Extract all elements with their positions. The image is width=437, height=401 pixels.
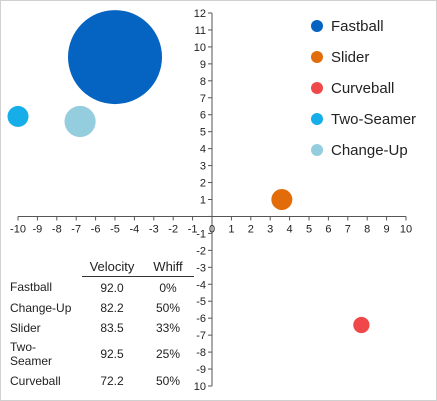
- y-tick-label: -9: [196, 364, 206, 376]
- x-tick-label: -1: [188, 223, 198, 235]
- table-row: Two-Seamer 92.5 25%: [7, 337, 194, 370]
- x-tick-label: -9: [33, 223, 43, 235]
- x-tick-label: 6: [325, 223, 331, 235]
- table-row: Curveball 72.2 50%: [7, 370, 194, 390]
- pitch-name: Curveball: [10, 373, 61, 388]
- y-tick-label: 12: [194, 8, 206, 20]
- y-tick-label: 3: [200, 161, 206, 173]
- x-tick-label: 2: [248, 223, 254, 235]
- x-tick-label: -8: [52, 223, 62, 235]
- y-tick-label: -6: [196, 313, 206, 325]
- velocity-column-header: Velocity: [82, 257, 142, 277]
- table-row: Slider 83.5 33%: [7, 317, 194, 337]
- legend-marker: [311, 82, 323, 94]
- x-tick-label: 1: [228, 223, 234, 235]
- whiff-value: 0%: [159, 280, 177, 295]
- y-tick-label: 9: [200, 59, 206, 71]
- x-tick-label: -5: [110, 223, 120, 235]
- bubble-two-seamer: [7, 105, 29, 127]
- y-tick-label: -8: [196, 347, 206, 359]
- y-tick-label: 11: [195, 25, 206, 37]
- velocity-value: 92.5: [100, 347, 124, 361]
- legend-marker: [311, 113, 323, 125]
- table-header-row: Velocity Whiff: [7, 257, 194, 277]
- axes: [17, 12, 407, 387]
- x-tick-label: 8: [364, 223, 370, 235]
- y-tick-label: -4: [196, 279, 206, 291]
- whiff-value: 50%: [155, 300, 181, 315]
- y-tick-label: 2: [200, 178, 206, 190]
- x-tick-label: 3: [267, 223, 273, 235]
- x-tick-label: 9: [384, 223, 390, 235]
- tick-labels: -10 -9 -8 -7 -6 -5 -4 -3 -2 -1 0 1 2 3 4 5 6 7 8 9 10-10-9-8…: [10, 8, 412, 393]
- y-tick-label: -7: [196, 330, 206, 342]
- whiff-value: 33%: [155, 320, 181, 335]
- y-tick-label: 6: [200, 110, 206, 122]
- y-tick-label: 8: [200, 76, 206, 88]
- pitch-name: Two-Seamer: [10, 340, 53, 368]
- legend-label: Fastball: [331, 18, 384, 35]
- x-tick-label: -7: [71, 223, 81, 235]
- pitch-name: Fastball: [10, 280, 53, 295]
- bubble-fastball: [68, 10, 162, 105]
- legend-label: Change-Up: [331, 142, 408, 159]
- y-tick-label: -1: [196, 228, 206, 240]
- name-column-header: [7, 257, 82, 277]
- velocity-value: 72.2: [100, 373, 124, 388]
- pitch-name: Change-Up: [10, 300, 72, 315]
- y-tick-label: -10: [190, 381, 206, 393]
- legend-marker: [311, 51, 323, 63]
- table-row: Fastball 92.0 0%: [7, 277, 194, 298]
- y-tick-label: 10: [194, 42, 206, 54]
- velocity-value: 82.2: [100, 300, 124, 315]
- bubble-slider: [271, 188, 293, 211]
- bubbles: [7, 10, 370, 334]
- y-tick-label: 4: [200, 144, 206, 156]
- x-tick-label: -10: [10, 223, 26, 235]
- x-tick-label: -4: [130, 223, 140, 235]
- legend: Fastball Slider Curveball Two-Seamer Change-…: [311, 18, 416, 159]
- whiff-value: 25%: [155, 347, 181, 361]
- legend-label: Curveball: [331, 80, 394, 97]
- x-tick-label: -3: [149, 223, 159, 235]
- x-tick-label: 10: [400, 223, 412, 235]
- whiff-value: 50%: [155, 373, 181, 388]
- y-tick-label: -2: [196, 245, 206, 257]
- pitch-name: Slider: [10, 320, 41, 335]
- legend-marker: [311, 20, 323, 32]
- y-tick-label: 5: [200, 127, 206, 139]
- y-tick-label: -3: [196, 262, 206, 274]
- x-tick-label: -6: [91, 223, 101, 235]
- x-tick-label: 5: [306, 223, 312, 235]
- x-tick-label: 0: [209, 223, 215, 235]
- bubble-change-up: [64, 105, 96, 138]
- bubble-curveball: [353, 316, 370, 334]
- legend-label: Two-Seamer: [331, 111, 416, 128]
- legend-marker: [311, 144, 323, 156]
- x-tick-label: 7: [345, 223, 351, 235]
- y-tick-label: 7: [200, 93, 206, 105]
- velocity-value: 92.0: [100, 280, 124, 295]
- legend-label: Slider: [331, 49, 369, 66]
- x-tick-label: -2: [168, 223, 178, 235]
- velocity-value: 83.5: [100, 320, 124, 335]
- x-tick-label: 4: [287, 223, 293, 235]
- y-tick-label: 1: [200, 195, 206, 207]
- y-tick-label: -5: [196, 296, 206, 308]
- table-row: Change-Up 82.2 50%: [7, 297, 194, 317]
- whiff-column-header: Whiff: [142, 257, 194, 277]
- pitch-stats-table: Velocity Whiff Fastball 92.0 0% Change-U…: [7, 257, 194, 390]
